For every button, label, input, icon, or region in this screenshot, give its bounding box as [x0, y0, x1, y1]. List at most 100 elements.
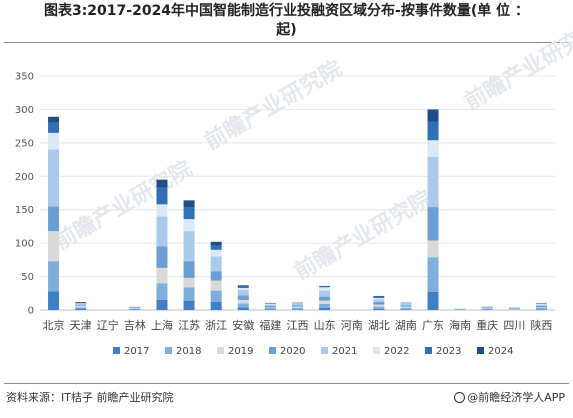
brand-logo-icon [454, 392, 466, 403]
x-category-label: 重庆 [476, 318, 498, 332]
bar-segment-2017 [319, 307, 331, 310]
bar-segment-2019 [237, 299, 249, 304]
bar-segment-2021 [427, 156, 439, 208]
bar-segment-2018 [183, 287, 195, 301]
bar-segment-2022 [292, 303, 303, 304]
x-category-label: 上海 [151, 318, 173, 332]
brand-credit: @前瞻经济学人APP [454, 389, 565, 405]
bar-segment-2021 [264, 304, 276, 306]
bar-segment-2020 [292, 305, 303, 307]
x-category-label: 安徽 [232, 318, 254, 332]
bar-segment-2017 [427, 291, 439, 310]
bar-segment-2023 [400, 302, 412, 304]
bar-segment-2023 [237, 285, 249, 288]
bar-segment-2021 [508, 307, 520, 308]
bar-segment-2020 [75, 305, 87, 306]
bar-segment-2020 [373, 301, 385, 305]
bar-segment-2021 [237, 289, 249, 296]
bar-segment-2020 [237, 295, 249, 300]
bar-segment-2022 [400, 303, 412, 304]
x-category-label: 天津 [70, 319, 92, 332]
bar-segment-2017 [210, 301, 222, 310]
bar-segment-2024 [237, 285, 249, 286]
y-tick-label: 350 [15, 72, 34, 83]
bar-segment-2020 [48, 206, 60, 232]
x-category-label: 湖南 [395, 319, 417, 332]
x-category-label: 江西 [287, 319, 309, 332]
bar-segment-2022 [427, 140, 439, 157]
bar-segment-2021 [48, 149, 60, 207]
bar-segment-2021 [156, 216, 168, 247]
legend-swatch-2021 [321, 347, 328, 354]
bar-segment-2019 [264, 307, 276, 308]
y-tick-label: 250 [15, 138, 34, 149]
bar-segment-2018 [210, 290, 222, 302]
bar-segment-2020 [264, 305, 276, 308]
bar-segment-2021 [454, 308, 466, 310]
watermark-text: 前瞻产业研究院 [200, 56, 346, 156]
bar-segment-2022 [319, 287, 331, 291]
x-category-label: 福建 [259, 318, 281, 332]
bar-segment-2024 [183, 200, 195, 208]
bar-segment-2021 [210, 256, 222, 272]
bar-segment-2021 [319, 290, 331, 297]
legend-swatch-2023 [425, 347, 432, 354]
bar-segment-2018 [535, 307, 547, 310]
y-tick-label: 300 [15, 105, 34, 116]
bar-segment-2022 [75, 303, 87, 304]
x-category-label: 陕西 [530, 318, 552, 332]
bar-segment-2018 [292, 307, 303, 310]
x-category-label: 江苏 [178, 319, 200, 332]
bar-segment-2023 [319, 285, 331, 288]
bar-segment-2021 [373, 299, 385, 302]
bar-segment-2017 [400, 309, 412, 310]
watermark-text: 前瞻产业研究院 [50, 156, 196, 256]
bar-segment-2022 [373, 297, 385, 300]
bar-segment-2017 [183, 300, 195, 310]
bar-segment-2017 [75, 308, 87, 310]
bar-series [48, 109, 547, 310]
bar-segment-2019 [400, 306, 412, 308]
bar-segment-2022 [210, 249, 222, 257]
bar-segment-2021 [183, 231, 195, 262]
y-axis-ticks: 0 50 100 150 200 250 300 350 [15, 72, 34, 317]
bar-segment-2024 [156, 179, 168, 188]
bar-segment-2020 [183, 261, 195, 278]
bar-segment-2020 [427, 207, 439, 241]
bar-segment-2019 [183, 277, 195, 288]
bar-segment-2017 [129, 309, 141, 310]
y-tick-label: 100 [15, 239, 34, 250]
bar-segment-2019 [319, 300, 331, 304]
chart-title-line-1: 图表3:2017-2024年中国智能制造行业投融资区域分布-按事件数量(单 位 … [43, 3, 530, 19]
bar-segment-2023 [75, 302, 87, 304]
bar-segment-2020 [508, 307, 520, 309]
source-note: 资料来源：IT桔子 前瞻产业研究院 [6, 391, 174, 404]
x-category-label: 湖北 [368, 319, 390, 332]
bar-segment-2019 [75, 305, 87, 308]
legend-label-2024: 2024 [488, 346, 513, 357]
bar-segment-2018 [400, 307, 412, 310]
bar-segment-2018 [237, 303, 249, 308]
y-tick-label: 0 [28, 306, 34, 317]
bar-segment-2021 [535, 304, 547, 306]
bar-segment-2019 [129, 307, 141, 309]
brand-credit-text: @前瞻经济学人APP [467, 391, 565, 404]
x-category-label: 山东 [314, 319, 336, 332]
bar-segment-2019 [481, 307, 493, 309]
bar-segment-2017 [237, 307, 249, 310]
bar-segment-2022 [508, 306, 520, 308]
bar-segment-2017 [292, 309, 303, 310]
bar-segment-2019 [292, 306, 303, 308]
legend-label-2019: 2019 [228, 346, 253, 357]
bar-segment-2024 [373, 295, 385, 297]
x-category-label: 吉林 [124, 318, 146, 332]
bar-segment-2022 [156, 204, 168, 217]
title-divider [4, 42, 569, 43]
legend-label-2022: 2022 [384, 346, 409, 357]
y-tick-label: 150 [15, 205, 34, 216]
bar-segment-2018 [319, 303, 331, 308]
x-category-label: 浙江 [205, 319, 227, 332]
bar-segment-2024 [210, 241, 222, 246]
x-category-label: 北京 [43, 318, 65, 332]
